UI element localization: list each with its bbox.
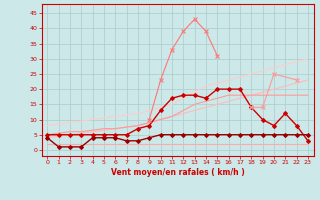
X-axis label: Vent moyen/en rafales ( km/h ): Vent moyen/en rafales ( km/h ) [111,168,244,177]
